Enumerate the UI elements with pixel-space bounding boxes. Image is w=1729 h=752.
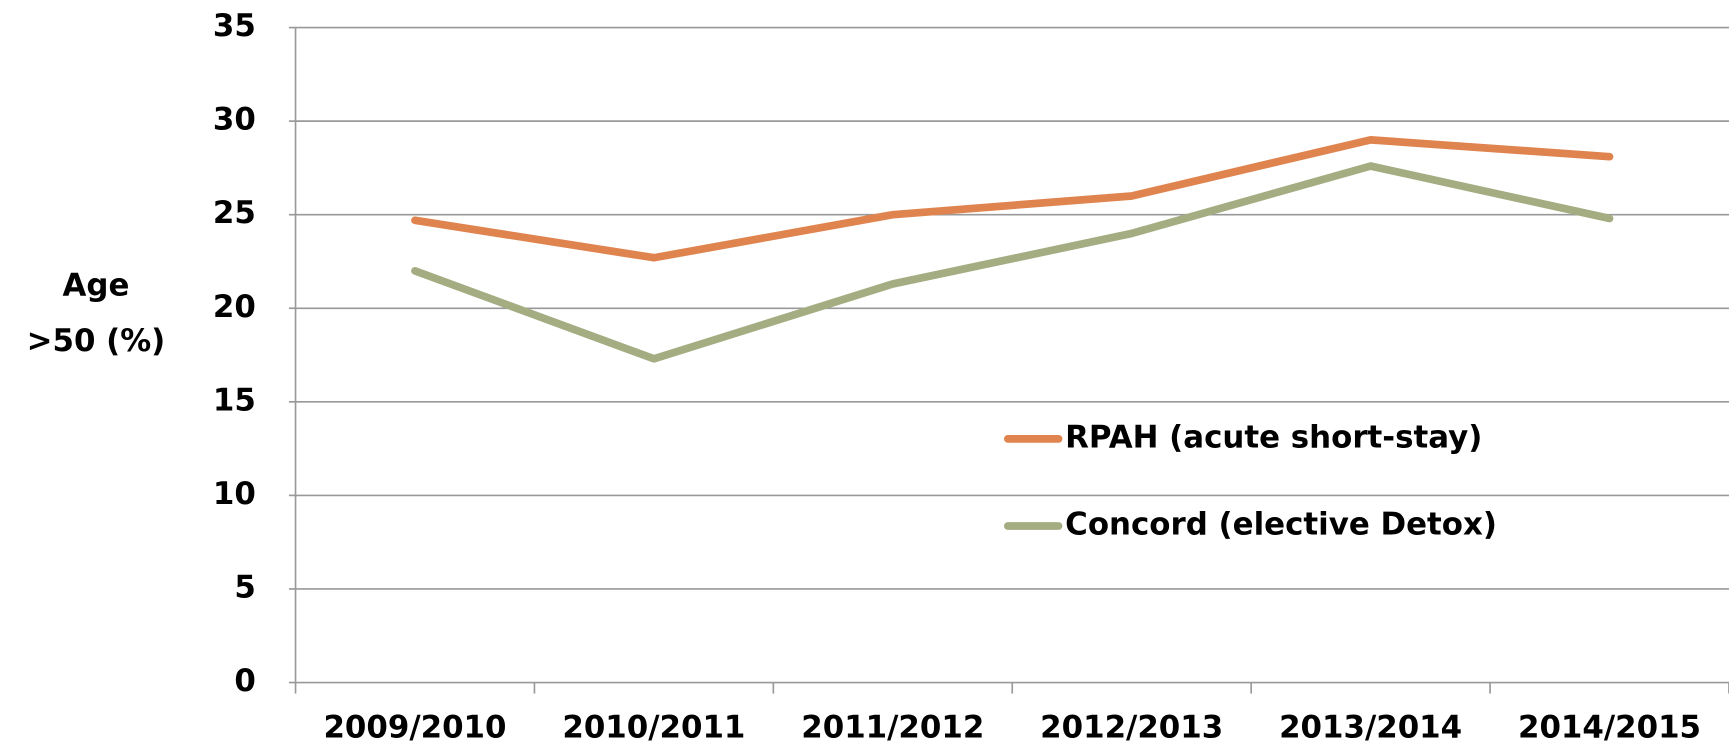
x-tick-label: 2011/2012 xyxy=(801,709,984,745)
y-tick-label: 0 xyxy=(234,663,255,699)
y-tick-label: 15 xyxy=(213,382,256,418)
y-tick-label: 30 xyxy=(213,102,256,138)
x-tick-label: 2010/2011 xyxy=(562,709,745,745)
x-tick-label: 2009/2010 xyxy=(323,709,506,745)
legend-label: Concord (elective Detox) xyxy=(1065,506,1497,542)
series-line xyxy=(411,162,1614,363)
y-tick-label: 20 xyxy=(213,289,256,325)
y-axis-label: Age >50 (%) xyxy=(27,267,166,358)
x-tick-label: 2012/2013 xyxy=(1040,709,1223,745)
legend-label: RPAH (acute short-stay) xyxy=(1065,419,1482,455)
y-tick-label: 35 xyxy=(213,8,256,44)
x-tick-label: 2014/2015 xyxy=(1518,709,1701,745)
y-tick-label: 5 xyxy=(234,569,255,605)
x-tick-label: 2013/2014 xyxy=(1279,709,1462,745)
y-tick-label: 25 xyxy=(213,195,256,231)
y-tick-label: 10 xyxy=(213,476,256,512)
series-line xyxy=(411,135,1614,262)
